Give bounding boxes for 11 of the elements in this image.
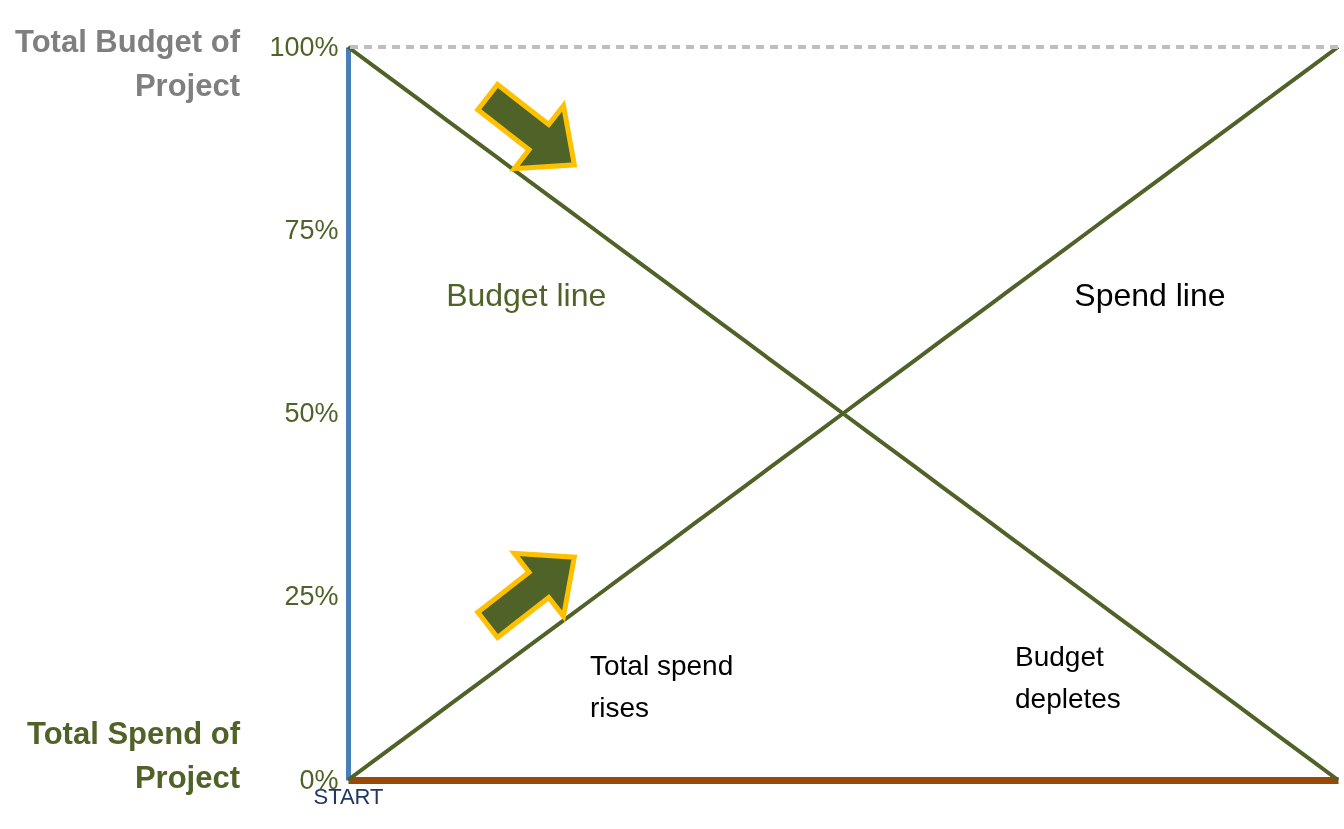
text: Total Spend of Project xyxy=(26,715,240,797)
y-tick-label: 25% xyxy=(284,581,339,612)
y-tick-label: 75% xyxy=(284,214,339,245)
line-series xyxy=(346,45,1340,782)
y-tick-label: 50% xyxy=(284,398,339,428)
y-tick-label: 100% xyxy=(269,31,339,62)
series-label: Spend line xyxy=(1074,277,1226,314)
annotation: Total spend rises xyxy=(590,649,735,725)
series-label: Budget line xyxy=(446,277,607,314)
y-axis-title: Total Budget of Project xyxy=(14,23,240,105)
annotation: Budget depletes xyxy=(1015,640,1122,716)
